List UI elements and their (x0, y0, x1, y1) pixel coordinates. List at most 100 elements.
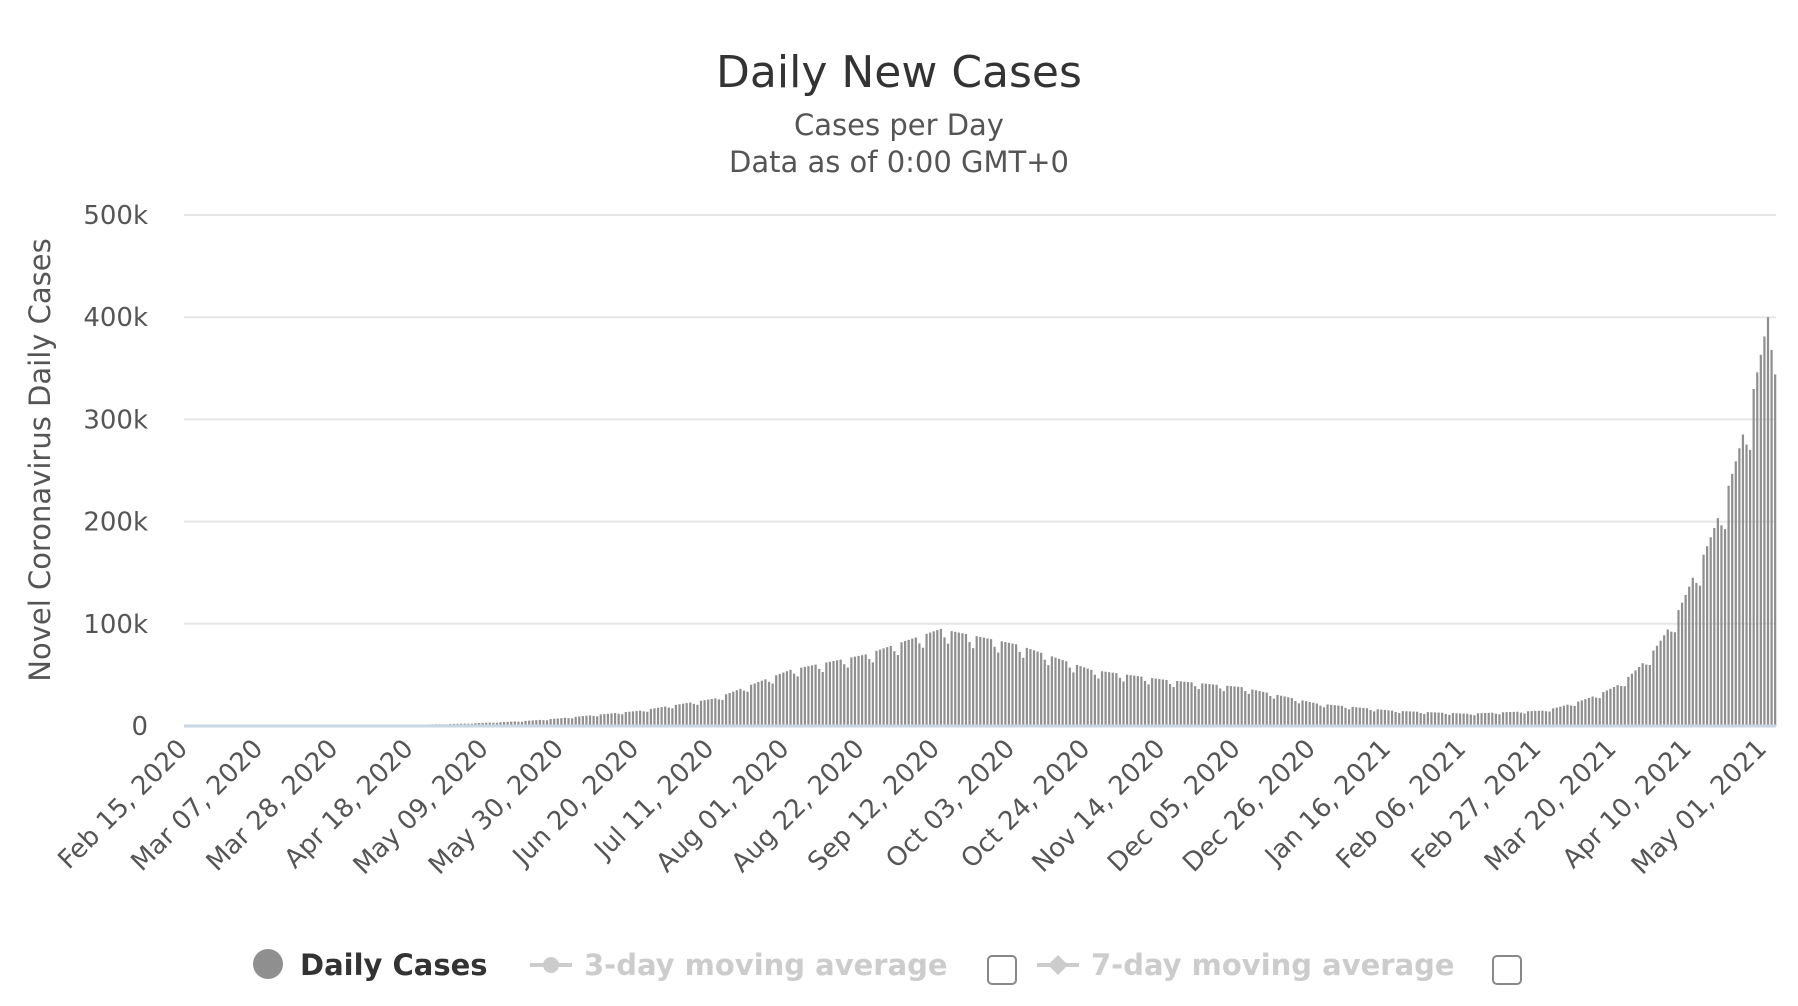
bar (1394, 712, 1397, 726)
bar (1011, 643, 1014, 726)
bar (1054, 657, 1057, 726)
bar (818, 668, 821, 726)
bar (882, 648, 885, 726)
bar (721, 699, 724, 726)
bar (1125, 674, 1129, 726)
legend-item-3-day-average[interactable]: 3-day moving average (530, 948, 948, 982)
bar (1118, 677, 1122, 726)
bar (653, 708, 656, 726)
bar (932, 631, 935, 726)
bar (1093, 674, 1096, 726)
bar (1441, 712, 1444, 726)
bar (861, 655, 864, 726)
bar (936, 630, 939, 726)
bar (1716, 518, 1719, 726)
bar (778, 673, 781, 726)
bar (979, 636, 982, 726)
bar (1598, 698, 1601, 726)
bar (1408, 711, 1412, 726)
bar (1111, 672, 1114, 726)
bar (1451, 713, 1455, 726)
bar (1416, 711, 1419, 726)
bar (875, 650, 878, 726)
bar (1075, 664, 1079, 726)
bar (1100, 671, 1104, 726)
bar (1186, 682, 1190, 726)
x-tick-label: Mar 07, 2020 (126, 734, 270, 878)
bar (714, 698, 717, 726)
bar (1548, 711, 1551, 726)
legend-item-daily-cases[interactable]: Daily Cases (253, 948, 488, 982)
bar (1036, 651, 1039, 726)
bar (821, 672, 824, 726)
y-axis-ticks: 0 100k 200k 300k 400k 500k (83, 201, 148, 742)
legend: Daily Cases 3-day moving average 7-day mov… (253, 948, 1522, 985)
chart-title: Daily New Cases (716, 47, 1082, 98)
bar (649, 708, 652, 726)
bar (578, 716, 581, 726)
bar (1634, 670, 1637, 726)
bar (907, 639, 910, 726)
gridlines (184, 214, 1776, 625)
bar (1605, 690, 1608, 726)
bar (1262, 691, 1265, 726)
bar (792, 673, 796, 726)
bar (1326, 704, 1329, 726)
bar (1197, 689, 1200, 726)
bar (1283, 696, 1286, 726)
bar (1702, 554, 1705, 726)
bar (1623, 686, 1626, 726)
checkbox-3-day-average[interactable] (987, 955, 1017, 985)
y-tick-label: 400k (83, 303, 148, 333)
bar (946, 643, 950, 726)
bar (1351, 706, 1354, 726)
bar (1426, 712, 1429, 726)
bar (1423, 713, 1426, 726)
bar (1509, 711, 1512, 726)
bar (1523, 713, 1526, 726)
bar (1616, 685, 1619, 726)
bar (1620, 686, 1623, 726)
bar (560, 718, 563, 726)
legend-label: 7-day moving average (1091, 948, 1455, 982)
bar (1512, 711, 1515, 726)
bar (606, 713, 610, 726)
x-tick-label: May 01, 2021 (1626, 734, 1773, 881)
bar (857, 655, 860, 726)
bar (757, 682, 760, 726)
bar (1333, 705, 1336, 726)
bar (488, 722, 491, 726)
bar (517, 721, 520, 726)
bar (986, 638, 989, 726)
bar (485, 722, 488, 726)
bar (1143, 681, 1147, 726)
y-axis-label: Novel Coronavirus Daily Cases (23, 238, 57, 681)
bar (1645, 664, 1648, 726)
bar (1723, 529, 1727, 726)
bar (639, 710, 642, 726)
bar (1383, 709, 1386, 726)
checkbox-7-day-average[interactable] (1492, 955, 1522, 985)
bar (513, 721, 516, 726)
bar (1072, 672, 1075, 726)
bar (631, 711, 635, 726)
bar (1458, 713, 1462, 726)
bar (1612, 686, 1616, 726)
bar (556, 718, 559, 726)
legend-item-7-day-average[interactable]: 7-day moving average (1037, 948, 1455, 982)
bar (1401, 711, 1404, 726)
bar (667, 707, 670, 726)
bar (1469, 714, 1472, 726)
bar (696, 704, 699, 726)
bar (1405, 711, 1408, 726)
bar (495, 722, 499, 726)
bar (889, 645, 892, 726)
bar (1308, 701, 1311, 726)
bar (1390, 710, 1394, 726)
bar (531, 720, 534, 726)
bar (1136, 676, 1139, 726)
bar (739, 688, 742, 726)
bar (1236, 686, 1240, 726)
bar (1741, 434, 1745, 726)
bar (481, 722, 484, 726)
